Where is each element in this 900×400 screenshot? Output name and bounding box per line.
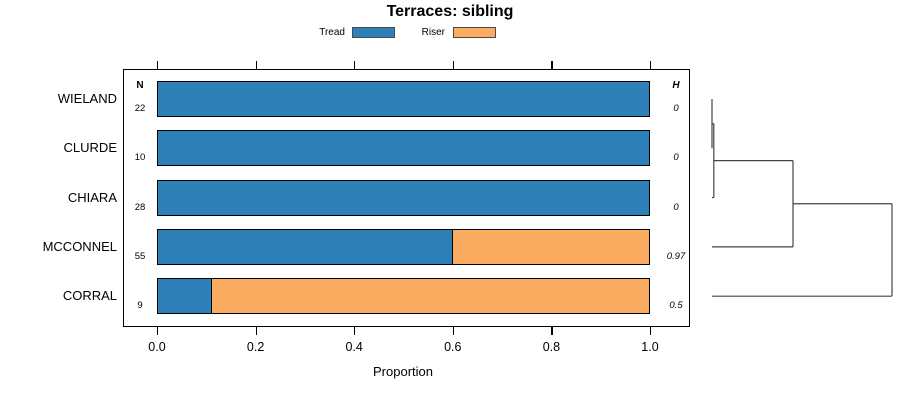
x-tick-bottom (354, 327, 356, 335)
x-tick-bottom (650, 327, 652, 335)
bar-segment-tread (157, 228, 453, 265)
bar-segment-tread (157, 179, 650, 216)
x-axis-label: Proportion (373, 364, 433, 379)
x-tick-top (551, 61, 553, 69)
bar-segment-tread (157, 130, 650, 167)
bar-segment-tread (157, 278, 212, 315)
category-label: CORRAL (62, 288, 117, 304)
x-tick-label: 0.6 (444, 340, 462, 354)
x-tick-label: 0.8 (542, 340, 561, 354)
bar-segment-riser (210, 278, 650, 315)
h-value: 0 (673, 201, 679, 213)
x-tick-bottom (452, 327, 455, 335)
x-tick-label: 0.0 (148, 340, 166, 354)
h-value: 0.5 (669, 300, 683, 312)
legend-swatch-tread (352, 27, 395, 38)
x-tick-label: 1.0 (641, 340, 659, 354)
n-value: 22 (134, 103, 146, 114)
legend-swatch-riser (453, 27, 496, 38)
category-label: WIELAND (57, 91, 117, 106)
x-tick-label: 0.2 (246, 340, 265, 354)
x-tick-bottom (551, 327, 553, 335)
x-tick-label: 0.4 (345, 340, 363, 354)
h-value: 0 (673, 103, 679, 114)
h-column-header: H (672, 80, 680, 91)
h-value: 0 (673, 152, 679, 164)
x-tick-top (255, 61, 257, 69)
legend-label-riser: Riser (421, 27, 445, 38)
x-tick-bottom (255, 327, 257, 335)
chart-title: Terraces: sibling (386, 3, 514, 20)
x-tick-top (650, 61, 652, 69)
plot-frame (123, 69, 690, 327)
category-label: CLURDE (63, 140, 117, 156)
n-value: 10 (134, 152, 146, 164)
h-value: 0.97 (666, 250, 686, 262)
bar-segment-tread (157, 81, 650, 117)
category-label: MCCONNEL (42, 238, 117, 254)
x-tick-bottom (157, 327, 159, 335)
x-tick-top (354, 61, 356, 69)
bar-segment-riser (451, 228, 650, 265)
legend-label-tread: Tread (319, 27, 345, 38)
category-label: CHIARA (67, 189, 117, 205)
n-value: 9 (137, 300, 143, 312)
x-tick-top (157, 61, 159, 69)
n-column-header: N (136, 80, 144, 91)
x-tick-top (452, 61, 455, 69)
n-value: 28 (134, 201, 146, 213)
n-value: 55 (134, 250, 146, 262)
